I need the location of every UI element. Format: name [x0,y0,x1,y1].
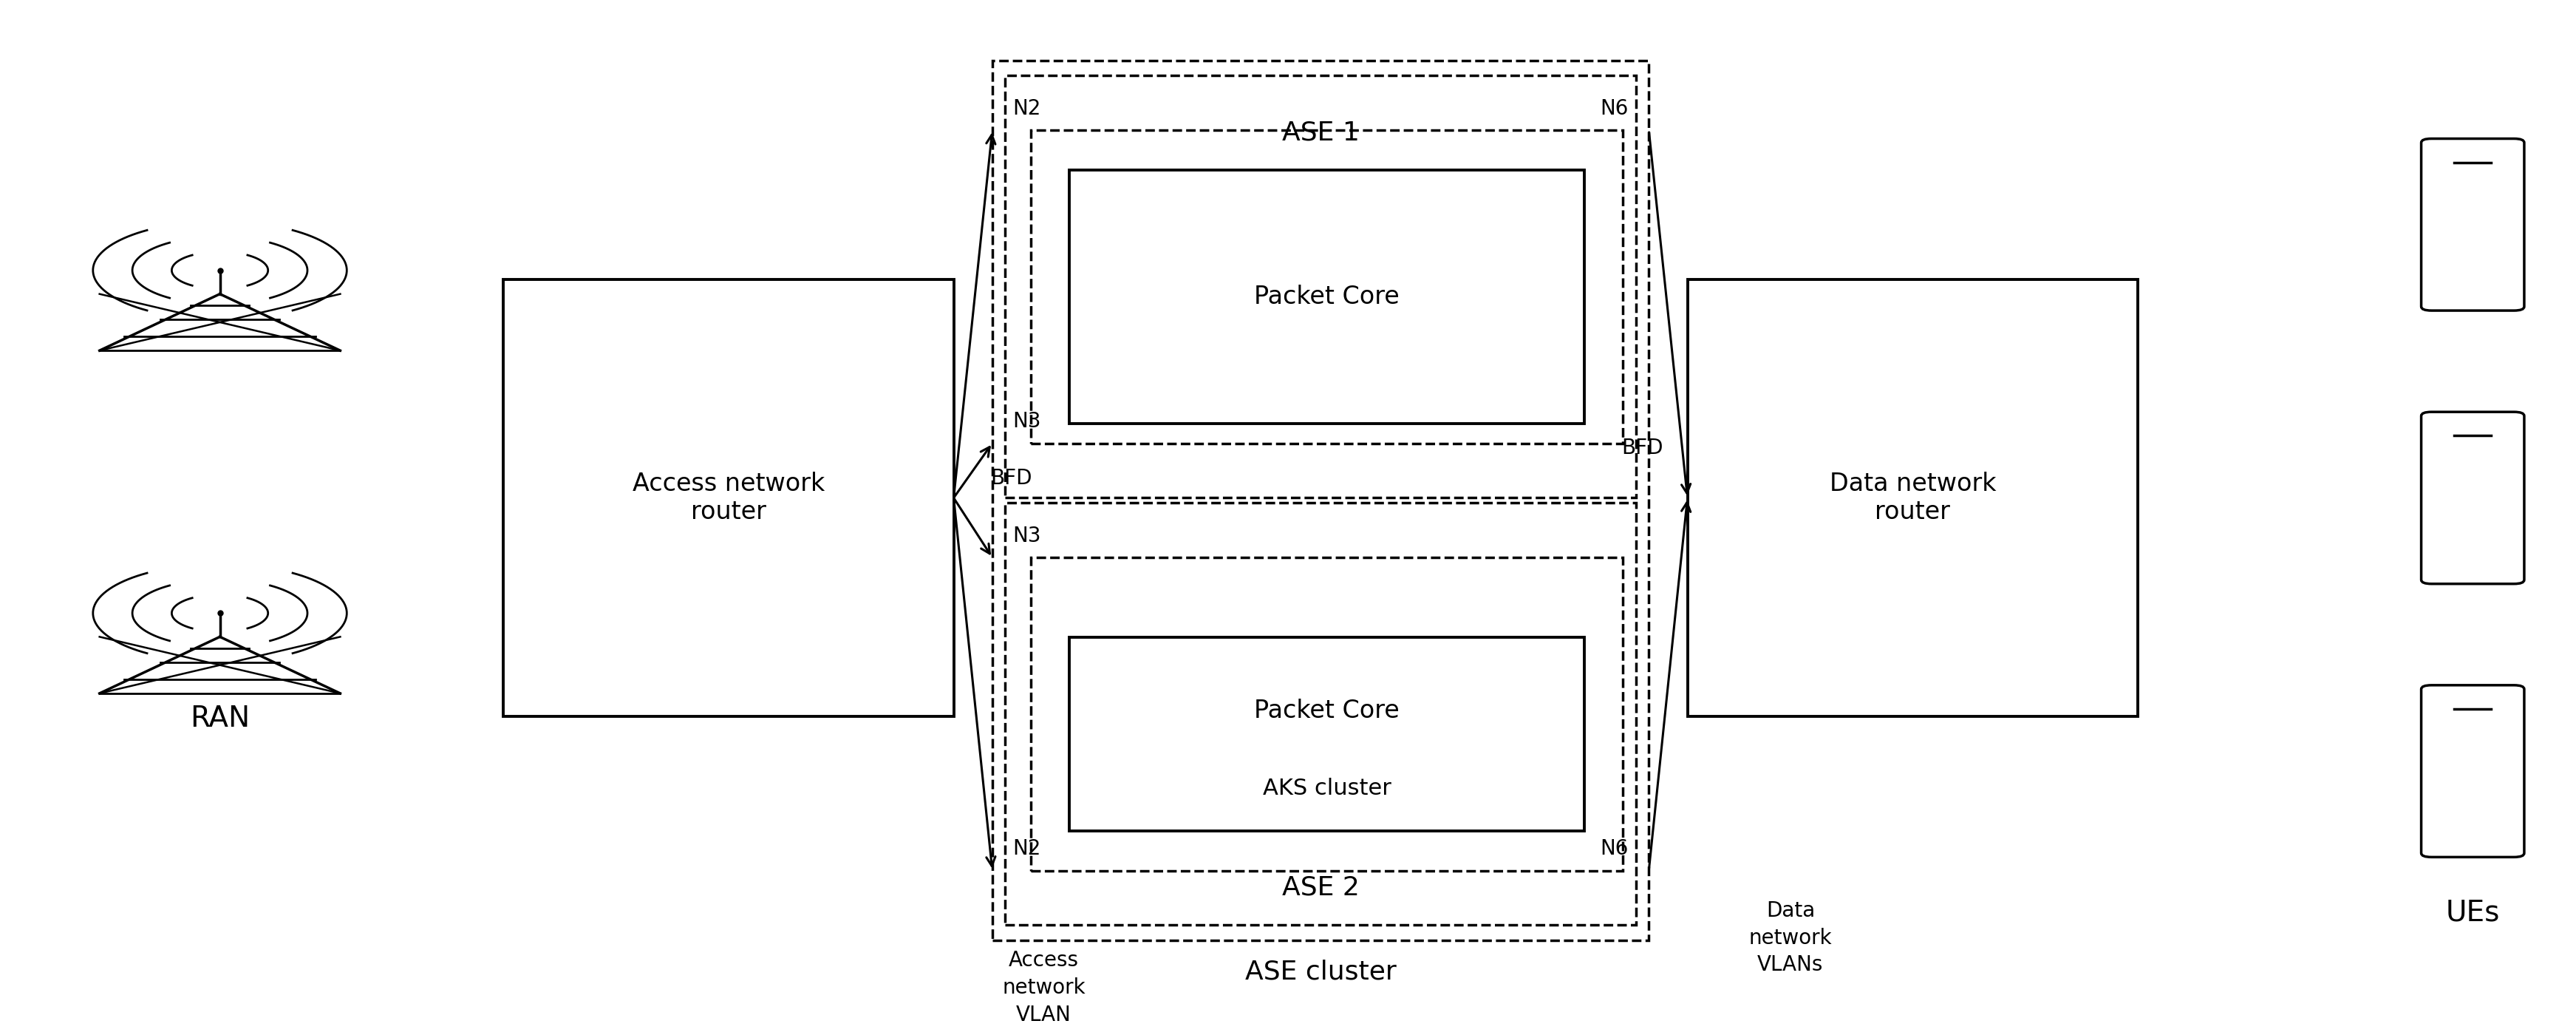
Bar [1069,637,1584,831]
Bar [1005,503,1636,925]
Text: Packet Core: Packet Core [1255,285,1399,308]
Text: Data
network
VLANs: Data network VLANs [1749,900,1832,975]
FancyBboxPatch shape [2421,685,2524,857]
Bar [1030,130,1623,443]
Text: RAN: RAN [191,705,250,733]
FancyBboxPatch shape [2421,412,2524,584]
Text: ASE 2: ASE 2 [1280,876,1360,900]
Text: N2: N2 [1012,98,1041,119]
Bar [1005,76,1636,498]
Text: N6: N6 [1600,838,1628,859]
Text: AKS cluster: AKS cluster [1262,777,1391,799]
Bar [502,279,953,716]
Text: N3: N3 [1012,526,1041,546]
Bar [1687,279,2138,716]
Text: Access
network
VLAN: Access network VLAN [1002,950,1084,1025]
Text: BFD: BFD [989,468,1033,489]
Text: N3: N3 [1012,411,1041,432]
Text: ASE cluster: ASE cluster [1244,959,1396,984]
Bar [992,61,1649,940]
Text: N2: N2 [1012,838,1041,859]
Bar [1030,558,1623,870]
FancyBboxPatch shape [2421,139,2524,310]
Text: UEs: UEs [2445,898,2499,926]
Text: N6: N6 [1600,98,1628,119]
Text: Data network
router: Data network router [1829,472,1996,524]
Text: BFD: BFD [1620,438,1662,459]
Text: Packet Core: Packet Core [1255,699,1399,722]
Text: Access network
router: Access network router [631,472,824,524]
Text: ASE 1: ASE 1 [1280,120,1360,145]
Bar [1069,170,1584,423]
